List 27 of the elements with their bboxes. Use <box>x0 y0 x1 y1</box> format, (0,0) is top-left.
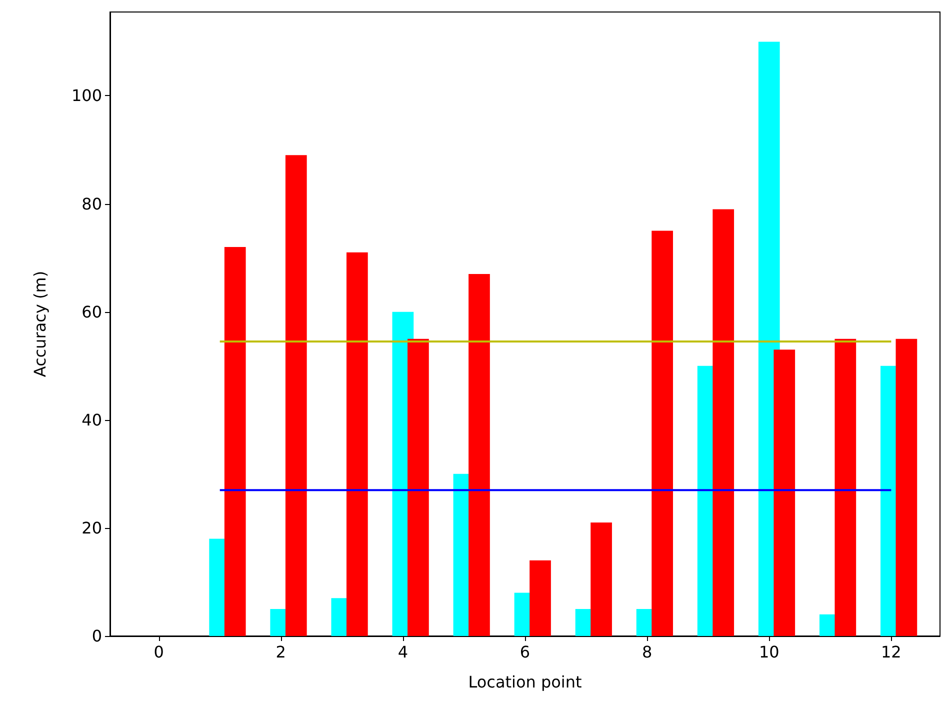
x-tick-label: 10 <box>758 642 780 662</box>
y-tick-label: 80 <box>82 194 102 214</box>
x-tick-label: 12 <box>880 642 902 662</box>
bar <box>896 338 918 636</box>
bar <box>712 209 734 636</box>
y-tick-label: 100 <box>71 86 102 106</box>
y-tick-label: 0 <box>92 626 102 646</box>
bar <box>774 350 796 636</box>
bar <box>652 230 673 636</box>
x-axis-title: Location point <box>468 672 582 692</box>
bar <box>468 274 490 636</box>
bar <box>834 338 856 636</box>
bar <box>346 252 368 636</box>
x-tick-label: 2 <box>276 642 286 662</box>
bar <box>285 155 307 636</box>
bar <box>408 338 429 636</box>
y-tick-label: 20 <box>82 518 102 538</box>
y-axis-title: Accuracy (m) <box>30 270 50 378</box>
y-tick-label: 40 <box>82 410 102 430</box>
bar <box>590 522 612 636</box>
x-tick-label: 6 <box>520 642 530 662</box>
y-tick-label: 60 <box>82 302 102 322</box>
bar <box>224 247 246 636</box>
x-tick-label: 8 <box>642 642 652 662</box>
x-tick-label: 4 <box>398 642 408 662</box>
bar <box>530 560 551 636</box>
x-tick-label: 0 <box>154 642 164 662</box>
